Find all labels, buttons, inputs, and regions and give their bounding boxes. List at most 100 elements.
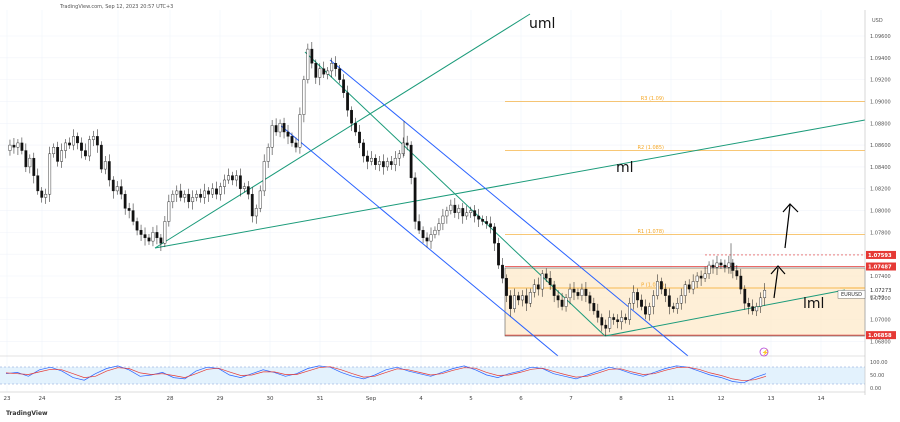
candle-body	[52, 147, 56, 155]
candle-body	[663, 288, 667, 296]
time-tick-label: Sep	[366, 396, 377, 402]
candle-body	[175, 190, 179, 195]
stoch-line	[5, 365, 767, 384]
candle-body	[675, 303, 679, 309]
candle-body	[469, 210, 473, 213]
candle-body	[270, 125, 274, 148]
time-tick-label: 28	[167, 396, 174, 402]
candle-body	[16, 142, 20, 148]
symbol-tag-bg	[837, 290, 866, 299]
candle-body	[131, 210, 135, 222]
candle-body	[95, 136, 99, 146]
candle-body	[592, 303, 596, 312]
candle-body	[187, 193, 191, 203]
stoch-line	[5, 366, 767, 382]
candle-body	[310, 48, 314, 64]
candle-body	[572, 288, 576, 293]
candle-body	[219, 186, 222, 195]
candle-body	[107, 161, 111, 181]
candle-body	[290, 136, 294, 144]
time-tick-label: 5	[469, 396, 473, 402]
candle-body	[699, 275, 703, 279]
candle-body	[282, 123, 286, 133]
price-tag-text: 1.06858	[868, 333, 892, 339]
candle-body	[227, 175, 230, 181]
candle-body	[759, 297, 763, 307]
price-tag-bg	[866, 262, 896, 271]
candle-body	[242, 186, 246, 189]
candle-body	[723, 264, 727, 268]
candle-body	[679, 295, 683, 304]
price-tick-label: 1.08000	[870, 209, 891, 215]
candle-body	[691, 281, 695, 290]
candle-body	[64, 142, 67, 151]
candle-body	[441, 215, 445, 224]
candle-body	[24, 150, 28, 168]
price-tag-text: 1.07487	[868, 265, 892, 271]
candle-body	[8, 144, 12, 151]
pivot-levels: R3 (1.09) R2 (1.085) R1 (1.078) P (1.073)	[505, 96, 865, 336]
candle-body	[159, 237, 163, 244]
price-tick-label: 1.07400	[870, 274, 891, 280]
chart-source-header: TradingView.com, Sep 12, 2023 20:57 UTC+…	[60, 4, 174, 10]
time-tick-label: 24	[39, 396, 46, 402]
candle-body	[338, 68, 342, 80]
candle-body	[703, 273, 707, 279]
candle-body	[648, 306, 651, 315]
event-marker-icon[interactable]	[759, 347, 769, 357]
candle-body	[40, 190, 44, 198]
candle-body	[246, 186, 250, 195]
candle-body	[731, 262, 735, 271]
candle-body	[139, 229, 143, 235]
candle-body	[143, 234, 147, 239]
ml-line	[154, 119, 866, 249]
candle-body	[362, 142, 365, 157]
candle-body	[739, 275, 743, 290]
candle-body	[747, 303, 751, 307]
candle-body	[350, 109, 353, 124]
candle-body	[342, 79, 346, 93]
candle-body	[12, 144, 16, 148]
candle-body	[234, 175, 238, 181]
candle-body	[528, 292, 532, 304]
countdown-text: 02:50	[870, 295, 884, 301]
candle-body	[167, 201, 171, 222]
time-tick-label: 4	[419, 396, 423, 402]
candle-body	[413, 177, 417, 222]
candle-body	[393, 157, 397, 165]
candle-body	[123, 193, 127, 209]
candle-body	[88, 139, 91, 157]
candle-body	[560, 299, 564, 307]
price-tick-label: 1.08400	[870, 165, 891, 171]
candle-body	[99, 144, 103, 170]
candle-body	[636, 292, 639, 301]
candle-body	[20, 142, 24, 151]
candle-body	[274, 125, 278, 133]
candle-body	[417, 221, 421, 231]
candle-body	[644, 306, 647, 315]
pivot-label: R1 (1.078)	[638, 229, 665, 235]
candle-body	[72, 136, 75, 146]
candle-body	[36, 175, 40, 192]
time-tick-label: 11	[668, 396, 675, 402]
candle-body	[373, 157, 377, 165]
candle-body	[191, 197, 195, 203]
candle-body	[370, 157, 373, 162]
candle-body	[80, 142, 83, 151]
uml-line	[154, 13, 531, 249]
price-tick-label: 1.07200	[870, 296, 891, 302]
candle-body	[576, 292, 580, 296]
candle-body	[600, 317, 604, 326]
lightning-icon: ⚡	[762, 349, 769, 357]
price-tick-label: 1.09600	[870, 34, 891, 40]
candle-body	[751, 306, 755, 312]
candle-body	[612, 317, 616, 320]
time-tick-label: 14	[818, 396, 825, 402]
candle-body	[262, 161, 266, 192]
candle-body	[358, 131, 361, 144]
candle-body	[461, 208, 465, 217]
price-tick-label: 1.06800	[870, 339, 891, 345]
currency-label: USD	[872, 18, 883, 24]
